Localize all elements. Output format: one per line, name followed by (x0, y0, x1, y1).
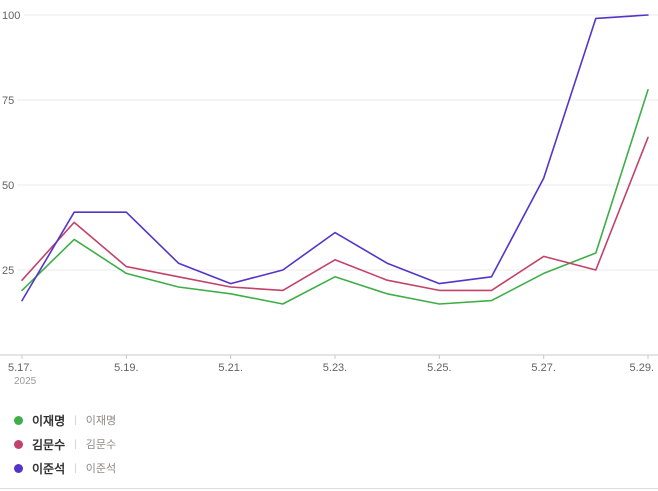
svg-text:5.21.: 5.21. (218, 362, 242, 374)
svg-text:5.19.: 5.19. (114, 362, 138, 374)
legend-item[interactable]: 이준석 | 이준석 (14, 456, 116, 480)
legend-sublabel: 이재명 (85, 415, 117, 427)
svg-text:5.17.: 5.17. (8, 362, 32, 374)
legend-separator: | (74, 414, 77, 426)
svg-text:2025: 2025 (14, 376, 37, 385)
chart-legend: 이재명 | 이재명 김문수 | 김문수 이준석 | 이준석 (14, 408, 116, 480)
svg-text:50: 50 (2, 180, 14, 192)
legend-sublabel: 김문수 (85, 439, 117, 451)
legend-separator: | (74, 462, 77, 474)
trend-chart: 25 50 75 100 5.17. 5.19. 5.21. 5.23. 5.25. 5.27. 5… (0, 8, 658, 385)
legend-sublabel: 이준석 (85, 463, 117, 475)
svg-text:75: 75 (2, 95, 14, 107)
legend-name: 김문수 (32, 437, 66, 452)
legend-item[interactable]: 김문수 | 김문수 (14, 432, 116, 456)
bottom-divider (0, 488, 658, 489)
svg-text:5.25.: 5.25. (427, 362, 451, 374)
svg-text:100: 100 (2, 10, 20, 22)
legend-item[interactable]: 이재명 | 이재명 (14, 408, 116, 432)
svg-text:25: 25 (2, 265, 14, 277)
legend-separator: | (74, 438, 77, 450)
legend-name: 이준석 (32, 461, 66, 476)
legend-dot (14, 463, 23, 473)
trend-chart-svg: 25 50 75 100 5.17. 5.19. 5.21. 5.23. 5.25. 5.27. 5… (0, 8, 658, 385)
legend-name: 이재명 (32, 413, 66, 428)
legend-dot (14, 415, 23, 425)
svg-text:5.27.: 5.27. (531, 362, 555, 374)
svg-text:5.23.: 5.23. (323, 362, 347, 374)
legend-dot (14, 439, 23, 449)
svg-text:5.29.: 5.29. (630, 362, 654, 374)
